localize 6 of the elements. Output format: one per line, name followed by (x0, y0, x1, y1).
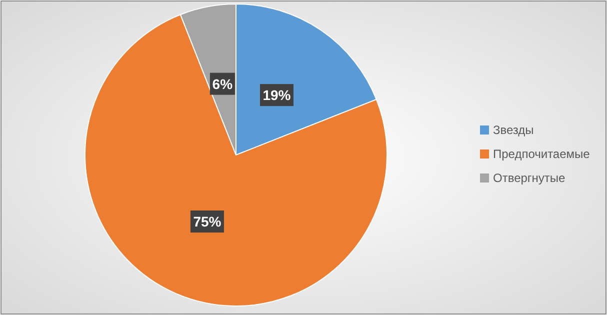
data-label: 6% (212, 76, 234, 92)
data-label: 19% (262, 87, 292, 104)
legend-label: Звезды (493, 123, 534, 137)
legend-label: Отвергнутые (493, 171, 566, 185)
slice-label: Предпочитаемые (493, 147, 590, 161)
data-label: 75% (193, 214, 222, 230)
